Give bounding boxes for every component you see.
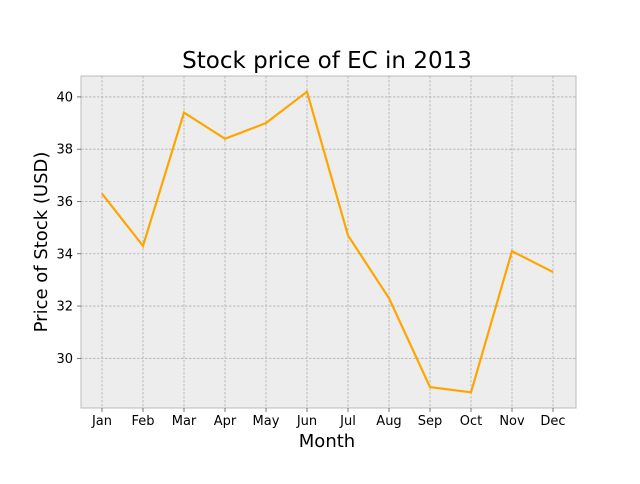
y-axis-label: Price of Stock (USD)	[31, 152, 52, 333]
x-tick-label: Jan	[91, 414, 112, 429]
x-tick-label: May	[253, 414, 280, 429]
x-tick-label: Nov	[499, 414, 525, 429]
x-tick-label: Sep	[418, 414, 443, 429]
x-tick-label: Dec	[540, 414, 565, 429]
x-tick-label: Mar	[172, 414, 197, 429]
x-tick-label: Jun	[296, 414, 317, 429]
y-tick-label: 32	[56, 300, 73, 315]
x-tick-label: Aug	[376, 414, 401, 429]
y-tick-label: 38	[56, 143, 73, 158]
chart-title: Stock price of EC in 2013	[182, 48, 472, 74]
y-tick-label: 40	[56, 90, 73, 105]
x-tick-label: Feb	[131, 414, 154, 429]
y-tick-label: 36	[56, 195, 73, 210]
x-tick-label: Apr	[214, 414, 237, 429]
x-axis-label: Month	[299, 431, 355, 452]
y-tick-label: 34	[56, 247, 73, 262]
y-tick-label: 30	[56, 352, 73, 367]
x-tick-label: Oct	[460, 414, 482, 429]
x-tick-label: Jul	[339, 414, 356, 429]
